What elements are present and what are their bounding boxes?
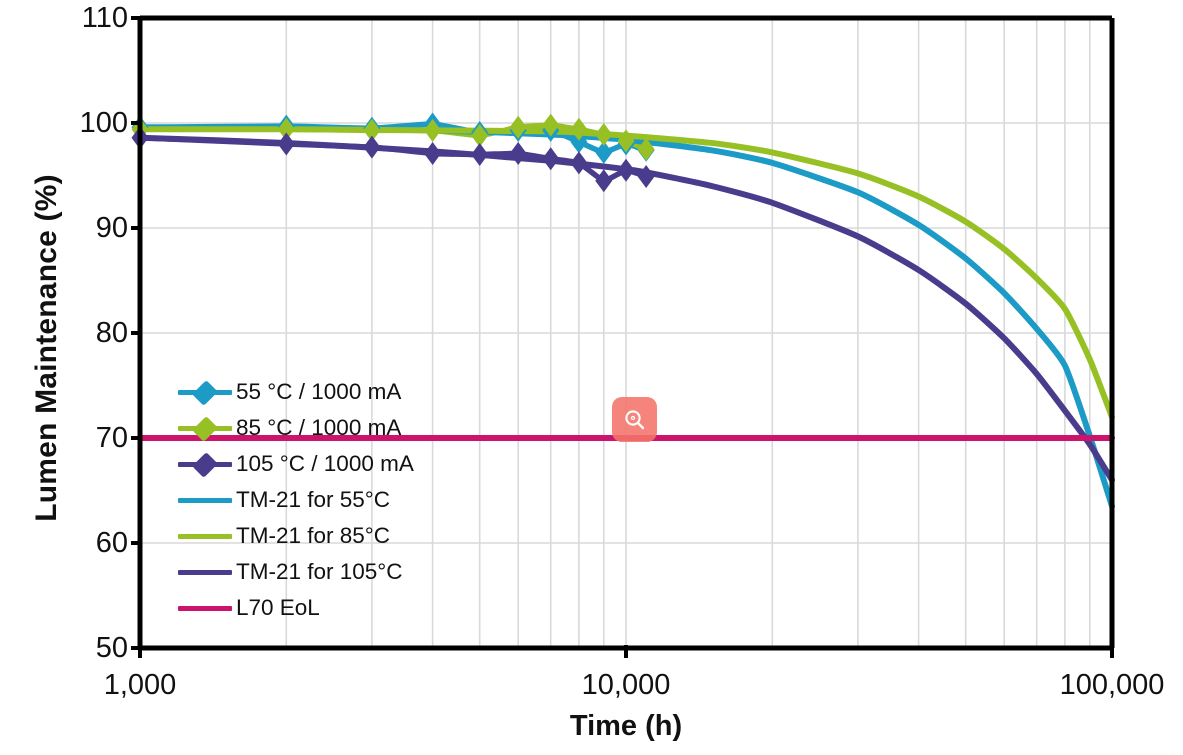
y-tick-label: 60 — [95, 526, 128, 559]
data-point-marker — [424, 141, 442, 165]
legend-marker-diamond — [192, 415, 218, 442]
legend-label: 55 °C / 1000 mA — [236, 379, 402, 404]
legend-label: 105 °C / 1000 mA — [236, 451, 414, 476]
data-point-marker — [471, 143, 489, 166]
legend-item[interactable]: 105 °C / 1000 mA — [178, 446, 458, 482]
y-tick-label: 100 — [79, 106, 128, 139]
data-point-marker — [424, 118, 442, 142]
legend-label: L70 EoL — [236, 595, 320, 620]
y-tick-label: 70 — [95, 421, 128, 454]
data-point-marker — [617, 129, 635, 153]
data-point-marker — [363, 118, 381, 142]
y-tick-label: 80 — [95, 316, 128, 349]
legend-swatch — [178, 559, 232, 585]
data-point-marker — [542, 147, 560, 171]
data-point-marker — [509, 115, 527, 139]
legend-swatch — [178, 595, 232, 621]
data-point-marker — [509, 141, 527, 165]
legend-item[interactable]: 55 °C / 1000 mA — [178, 374, 458, 410]
series-line — [137, 126, 1115, 420]
x-tick-label: 100,000 — [1059, 668, 1165, 701]
legend-swatch — [178, 451, 232, 478]
data-point-marker — [570, 117, 588, 141]
x-axis-title: Time (h) — [569, 709, 683, 742]
data-point-marker — [637, 137, 655, 161]
legend-item[interactable]: TM-21 for 85°C — [178, 518, 458, 554]
magnifier-icon[interactable] — [612, 397, 657, 442]
legend-item[interactable]: TM-21 for 55°C — [178, 482, 458, 518]
legend-item[interactable]: TM-21 for 105°C — [178, 554, 458, 590]
data-point-marker — [277, 117, 295, 141]
legend-label: TM-21 for 55°C — [236, 487, 391, 512]
data-point-marker — [277, 132, 295, 156]
magnifier-glyph — [624, 409, 644, 429]
legend-item[interactable]: 85 °C / 1000 mA — [178, 410, 458, 446]
legend-swatch — [178, 487, 232, 513]
legend-marker-diamond — [192, 379, 218, 406]
axis-ticks — [131, 16, 1114, 658]
data-point-marker — [570, 130, 588, 154]
chart-legend: 55 °C / 1000 mA 85 °C / 1000 mA 105 °C / 1… — [178, 374, 458, 626]
legend-label: 85 °C / 1000 mA — [236, 415, 402, 440]
series-line — [137, 134, 1115, 483]
legend-marker-diamond — [192, 451, 218, 478]
x-tick-label: 10,000 — [581, 668, 671, 701]
series-markers — [131, 112, 655, 193]
legend-swatch — [178, 523, 232, 549]
series-curves — [137, 121, 1115, 510]
x-tick-label: 1,000 — [103, 668, 177, 701]
data-point-marker — [471, 124, 489, 148]
legend-label: TM-21 for 105°C — [236, 559, 403, 584]
data-point-marker — [637, 165, 655, 189]
y-tick-label: 50 — [95, 631, 128, 664]
data-point-marker — [617, 158, 635, 182]
data-point-marker — [595, 140, 613, 164]
legend-item[interactable]: L70 EoL — [178, 590, 458, 626]
legend-swatch — [178, 415, 232, 442]
y-tick-label: 90 — [95, 211, 128, 244]
legend-label: TM-21 for 85°C — [236, 523, 391, 548]
y-tick-label: 110 — [81, 1, 128, 34]
data-point-marker — [595, 123, 613, 147]
series-line — [137, 134, 649, 184]
data-point-marker — [542, 113, 560, 137]
legend-swatch — [178, 379, 232, 406]
data-point-marker — [570, 151, 588, 175]
data-point-marker — [595, 169, 613, 193]
data-point-marker — [363, 135, 381, 159]
